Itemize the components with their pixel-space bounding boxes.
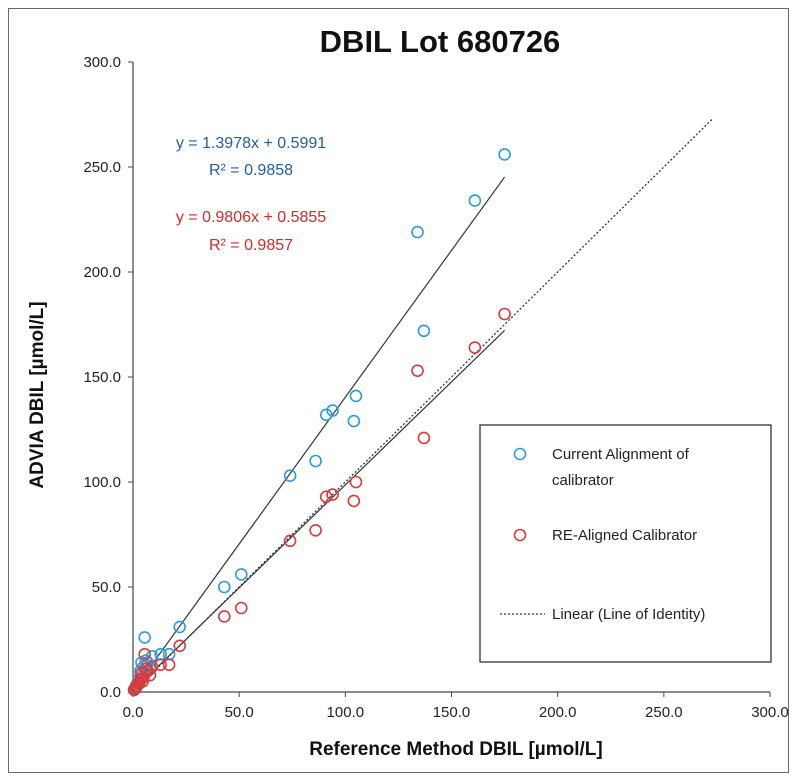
y-tick-label: 250.0 <box>83 159 121 176</box>
data-point <box>309 523 322 537</box>
data-point <box>138 647 151 661</box>
data-point <box>137 670 150 684</box>
legend-label-identity: Linear (Line of Identity) <box>552 606 705 623</box>
y-tick-label: 50.0 <box>92 579 121 596</box>
data-point <box>411 364 424 378</box>
x-tick-label: 150.0 <box>433 704 471 721</box>
data-point <box>218 580 231 594</box>
y-tick-label: 100.0 <box>83 474 121 491</box>
data-point <box>498 148 511 161</box>
data-point <box>139 662 153 676</box>
blue-r-squared: R² = 0.9858 <box>209 162 293 179</box>
x-tick-label: 300.0 <box>751 704 789 721</box>
x-tick-labels: 0.0 50.0 100.0 150.0 200.0 250.0 300.0 <box>123 704 789 721</box>
trendline-realigned <box>132 329 506 692</box>
data-point <box>411 225 424 239</box>
blue-equation: y = 1.3978x + 0.5991 <box>176 135 326 152</box>
legend: Current Alignment of calibrator RE-Align… <box>479 424 772 663</box>
y-axis-label: ADVIA DBIL [µmol/L] <box>27 301 48 488</box>
x-tick-label: 50.0 <box>225 704 254 721</box>
data-point <box>347 414 361 428</box>
x-tick-label: 100.0 <box>327 704 365 721</box>
series-realigned <box>127 307 511 697</box>
data-point <box>143 668 157 682</box>
x-axis-label: Reference Method DBIL [µmol/L] <box>309 739 603 760</box>
data-point <box>162 658 176 672</box>
legend-label-realigned: RE-Aligned Calibrator <box>552 527 697 544</box>
data-point <box>326 404 339 417</box>
data-point <box>173 639 187 653</box>
legend-label-current-1: Current Alignment of <box>552 446 690 463</box>
data-point <box>283 469 297 483</box>
data-point <box>173 620 187 634</box>
trend-lines <box>132 118 714 693</box>
data-point <box>417 431 431 445</box>
data-point <box>162 647 176 661</box>
y-tick-label: 150.0 <box>83 369 121 386</box>
data-point <box>138 631 151 644</box>
data-point <box>498 307 511 321</box>
data-point <box>154 658 167 672</box>
data-point <box>468 341 482 354</box>
legend-marker-realigned <box>513 528 527 542</box>
legend-box <box>479 424 772 663</box>
data-point <box>468 194 482 207</box>
red-r-squared: R² = 0.9857 <box>209 237 293 254</box>
data-point <box>326 488 339 501</box>
trendline-equations: y = 1.3978x + 0.5991 R² = 0.9858 y = 0.9… <box>176 135 326 254</box>
series-current <box>127 148 511 697</box>
trendline-current <box>132 176 506 692</box>
data-point <box>145 660 159 674</box>
x-tick-label: 0.0 <box>123 704 144 721</box>
data-point <box>349 389 363 403</box>
x-tick-label: 200.0 <box>539 704 577 721</box>
data-point <box>319 490 333 504</box>
data-point <box>141 656 155 669</box>
data-point <box>347 494 361 508</box>
data-points <box>127 148 511 697</box>
data-point <box>417 324 431 338</box>
y-tick-label: 0.0 <box>100 684 121 701</box>
data-point <box>234 568 248 581</box>
chart-title: DBIL Lot 680726 <box>320 24 561 59</box>
x-tick-label: 250.0 <box>645 704 683 721</box>
data-point <box>234 601 248 615</box>
red-equation: y = 0.9806x + 0.5855 <box>176 209 326 226</box>
legend-marker-current <box>513 447 527 461</box>
data-point <box>283 534 297 548</box>
data-point <box>309 454 322 468</box>
y-tick-label: 300.0 <box>83 54 121 71</box>
data-point <box>218 610 231 623</box>
y-tick-labels: 0.0 50.0 100.0 150.0 200.0 250.0 300.0 <box>83 54 121 701</box>
data-point <box>319 408 333 422</box>
y-tick-label: 200.0 <box>83 264 121 281</box>
legend-label-current-2: calibrator <box>552 472 614 489</box>
data-point <box>349 475 363 489</box>
